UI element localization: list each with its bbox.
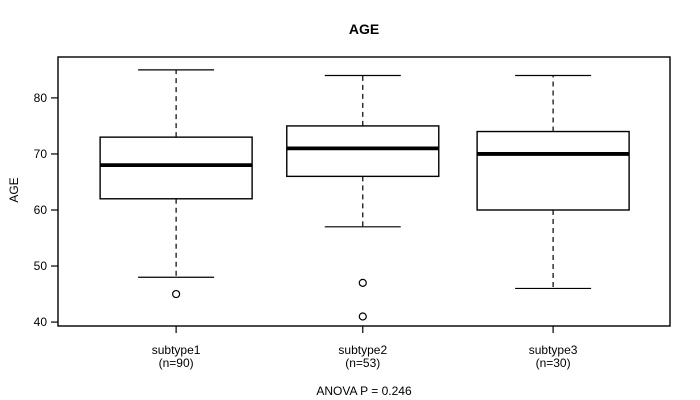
y-tick-label: 70: [34, 147, 48, 161]
outlier-point: [358, 278, 367, 287]
outlier-point: [358, 312, 367, 321]
y-tick-label: 40: [34, 315, 48, 329]
x-axis-group-sublabel: (n=53): [345, 356, 380, 370]
x-axis-group-label: subtype3: [529, 343, 578, 357]
iqr-box: [286, 125, 440, 178]
y-tick-label: 80: [34, 91, 48, 105]
x-axis-group-sublabel: (n=90): [159, 356, 194, 370]
iqr-box: [476, 130, 630, 211]
outlier-point: [172, 289, 181, 299]
x-axis-group-label: subtype1: [152, 343, 201, 357]
iqr-box: [99, 136, 253, 200]
x-axis-group-label: subtype2: [338, 343, 387, 357]
chart-title: AGE: [348, 21, 380, 37]
x-axis-group-sublabel: (n=30): [536, 356, 571, 370]
y-tick-label: 50: [34, 259, 48, 273]
y-tick-label: 60: [34, 203, 48, 217]
anova-note: ANOVA P = 0.246: [316, 384, 412, 398]
plot-frame: [57, 56, 671, 327]
